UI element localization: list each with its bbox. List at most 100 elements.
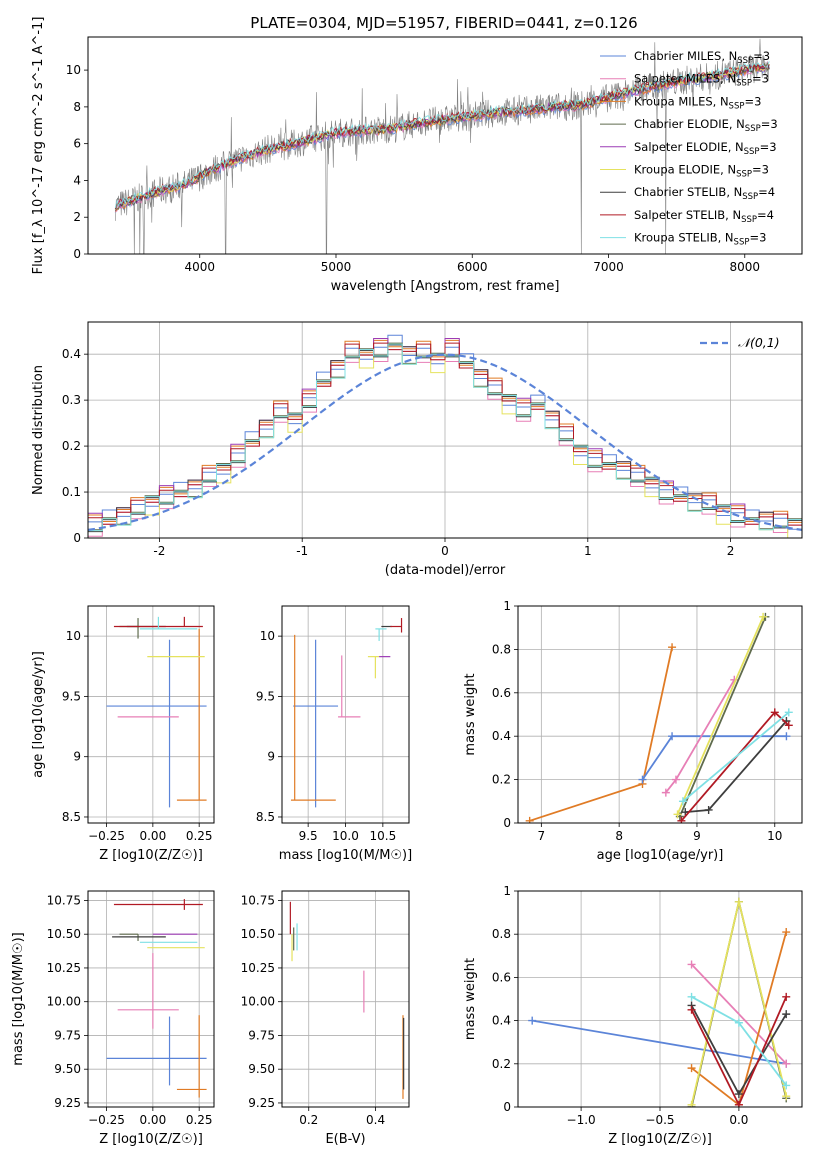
age_vs_mass-y-tick-label: 8.5 [256,810,275,824]
mass_vs_Z-y-tick-label: 10.00 [47,995,81,1009]
spectrum-y-tick-label: 0 [73,247,81,261]
mass_vs_Z-x-tick-label: 0.00 [139,1113,166,1127]
weight_vs_age-y-axis-label: mass weight [463,673,478,755]
weight_vs_Z-marker [734,1100,743,1107]
weight_vs_Z-y-tick-label: 0.6 [492,970,511,984]
weight_vs_age-marker [638,775,647,784]
age_vs_Z-frame [87,605,215,824]
spectrum-legend-count: =3 [760,140,777,154]
age_vs_mass-panel: 9.5 10.0 10.5 8.5 9 9.5 10 mass [log10(M/M☉)] [256,605,412,863]
spectrum-legend-count: =3 [749,231,766,245]
weight_vs_Z-marker [782,1010,791,1019]
weight_vs_age-marker [661,788,670,797]
age_vs_Z-x-tick-label: −0.25 [88,829,125,843]
weight_vs_age-marker [759,612,768,621]
spectrum-legend-entry: Chabrier ELODIE, NSSP=3 [634,117,778,134]
weight_vs_age-x-tick-label: 7 [538,829,546,843]
spectrum-legend-count: =3 [744,94,761,108]
weight_vs_Z-y-tick-label: 0 [503,1100,511,1114]
age_vs_mass-plot-area [282,606,409,823]
residuals-y-tick-label: 0.4 [62,347,81,361]
weight_vs_Z-marker [687,960,696,969]
spectrum-x-tick-label: 7000 [593,260,624,274]
age_vs_Z-x-tick-label: 0.00 [139,829,166,843]
age_vs_mass-frame [281,605,410,824]
weight_vs_age-x-tick-label: 8 [615,829,623,843]
weight_vs_Z-x-tick-label: −1.0 [567,1113,596,1127]
spectrum-panel: 4000 5000 6000 7000 8000 0 2 4 6 8 10 wavelength [A… [31,17,803,294]
weight_vs_age-marker [782,732,791,741]
weight_vs_age-x-axis-label: age [log10(age/yr)] [597,848,724,863]
spectrum-legend-count: =3 [761,117,778,131]
spectrum-legend-entry: Kroupa STELIB, NSSP=3 [634,231,766,248]
spectrum-legend-sub: SSP [742,192,758,202]
spectrum-frame [87,36,803,255]
spectrum-legend-entry: Kroupa ELODIE, NSSP=3 [634,163,769,180]
mass_vs_ebv-y-tick-label: 9.75 [248,1028,275,1042]
weight_vs_Z-line-salpeter-miles [690,963,787,1065]
weight_vs_age-marker [770,708,779,717]
spectrum-legend-entry: Salpeter MILES, NSSP=3 [634,72,769,89]
mass_vs_ebv-frame [281,890,410,1108]
mass_vs_ebv-x-axis-label: E(B-V) [325,1132,365,1147]
mass_vs_Z-x-tick-label: 0.25 [186,1113,213,1127]
spectrum-y-tick-label: 10 [66,63,81,77]
residuals-panel: -2 -1 0 1 2 0 0.1 0.2 0.3 0.4 (data-model)/error No… [31,321,803,578]
age_vs_Z-x-axis-label: Z [log10(Z/Z☉)] [99,848,203,863]
residuals-x-tick-label: 2 [727,544,735,558]
weight_vs_age-marker [784,721,793,730]
residuals-frame [87,321,803,539]
weight_vs_age-y-tick-label: 0.2 [492,773,511,787]
age_vs_Z-y-axis-label: age [log10(age/yr)] [31,651,46,778]
weight_vs_age-marker [678,797,687,806]
weight_vs_age-frame [517,605,803,824]
weight_vs_Z-marker [782,928,791,937]
weight_vs_age-y-tick-label: 0.4 [492,729,511,743]
gaussian-legend-label: 𝒩(0,1) [738,335,780,350]
residuals-x-tick-label: 1 [584,544,592,558]
age_vs_Z-y-tick-label: 10 [66,629,81,643]
spectrum-legend-entry: Chabrier STELIB, NSSP=4 [634,185,775,202]
weight_vs_Z-marker [782,992,791,1001]
weight_vs_age-marker [525,816,534,823]
age_vs_mass-x-axis-label: mass [log10(M/M☉)] [279,848,412,863]
mass_vs_ebv-y-tick-label: 10.75 [241,893,275,907]
age_vs_Z-panel: −0.25 0.00 0.25 8.5 9 9.5 10 Z [log10(Z/Z☉)] age… [31,605,215,863]
weight_vs_Z-y-axis-label: mass weight [463,958,478,1040]
age_vs_Z-x-tick-label: 0.25 [186,829,213,843]
weight_vs_age-panel: 7 8 9 10 0 0.2 0.4 0.6 0.8 1 age [log10(age/yr)] ma… [463,599,803,863]
residual-histogram-kroupa-stelib [88,343,802,532]
age_vs_Z-plot-area [88,606,214,823]
spectrum-legend-count: =3 [753,49,770,63]
age_vs_Z-y-tick-label: 8.5 [62,810,81,824]
weight_vs_Z-marker [734,897,743,906]
weight_vs_Z-marker [782,1092,791,1101]
spectrum-x-tick-label: 8000 [729,260,760,274]
weight_vs_age-x-tick-label: 10 [767,829,782,843]
weight_vs_Z-frame [517,890,803,1108]
mass_vs_Z-y-tick-label: 9.25 [54,1096,81,1110]
mass_vs_Z-y-tick-label: 10.75 [47,893,81,907]
weight_vs_age-plot-area [518,606,802,823]
age_vs_Z-y-tick-label: 9 [73,750,81,764]
weight_vs_age-marker [671,775,680,784]
spectrum-y-tick-label: 6 [73,137,81,151]
spectrum-y-axis-label: Flux [f_λ 10^-17 erg cm^-2 s^-1 A^-1] [31,17,46,275]
spectrum-x-tick-label: 6000 [457,260,488,274]
weight_vs_Z-marker [734,1090,743,1099]
gaussian-curve [88,353,802,531]
spectrum-legend-count: =4 [757,208,774,222]
mass_vs_Z-panel: −0.25 0.00 0.25 9.25 9.50 9.75 10.00 10.25 10.50… [11,890,215,1147]
figure-title: PLATE=0304, MJD=51957, FIBERID=0441, z=0… [250,14,637,32]
age_vs_mass-x-tick-label: 9.5 [299,829,318,843]
weight_vs_age-line-kroupa-elodie [676,616,764,815]
spectrum-legend-sub: SSP [729,101,745,111]
spectrum-x-axis-label: wavelength [Angstrom, rest frame] [331,279,560,294]
age_vs_mass-y-tick-label: 10 [260,629,275,643]
mass_vs_ebv-plot-area [282,891,409,1107]
spectrum-legend-entry: Salpeter STELIB, NSSP=4 [634,208,774,225]
weight_vs_Z-y-tick-label: 0.4 [492,1014,511,1028]
mass_vs_ebv-y-tick-label: 9.25 [248,1096,275,1110]
spectrum-legend-entry: Salpeter ELODIE, NSSP=3 [634,140,777,157]
spectrum-plot-area [114,38,770,254]
